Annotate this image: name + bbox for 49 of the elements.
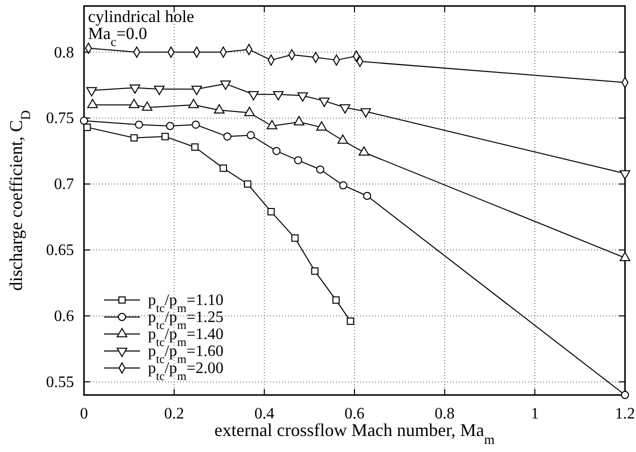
x-tick-label: 0 — [80, 405, 88, 422]
y-tick-label: 0.75 — [46, 110, 74, 128]
point — [161, 132, 169, 140]
x-tick-label: 0.4 — [254, 405, 274, 422]
point — [223, 132, 232, 141]
x-tick-label: 0.6 — [344, 405, 364, 422]
point — [154, 86, 165, 96]
point — [272, 146, 281, 156]
y-tick-label: 0.7 — [54, 176, 74, 194]
point — [267, 208, 275, 216]
point — [220, 164, 227, 172]
point — [363, 192, 372, 200]
point — [339, 181, 348, 190]
point — [332, 296, 340, 304]
point — [294, 156, 302, 164]
point — [248, 91, 259, 100]
point — [130, 84, 140, 94]
point — [244, 180, 252, 188]
point — [191, 86, 202, 96]
y-tick-label: 0.55 — [46, 374, 74, 391]
x-axis-title: external crossflow Mach number, Ma$_{m}$ — [214, 420, 496, 446]
point — [297, 92, 308, 102]
point — [340, 104, 350, 114]
point — [86, 87, 97, 96]
point — [620, 390, 630, 400]
x-tick-label: 0.2 — [164, 405, 184, 422]
point — [166, 122, 174, 130]
point — [246, 131, 255, 140]
annotation: cylindrical hole — [88, 7, 194, 26]
point — [620, 170, 630, 180]
point — [191, 143, 199, 151]
point — [346, 317, 354, 325]
point — [130, 134, 138, 142]
point — [220, 80, 231, 90]
y-tick-label: 0.65 — [46, 242, 74, 260]
point — [273, 91, 284, 100]
y-tick-label: 0.6 — [54, 308, 74, 325]
point — [291, 234, 299, 242]
point — [192, 120, 200, 129]
point — [311, 267, 318, 275]
y-tick-label: 0.8 — [54, 44, 74, 62]
point — [620, 252, 630, 262]
x-tick-label: 1.2 — [615, 405, 635, 422]
point — [360, 108, 372, 118]
point — [134, 120, 144, 129]
x-tick-label: 1 — [530, 405, 539, 422]
point — [316, 165, 324, 174]
point — [318, 98, 330, 107]
x-tick-label: 0.8 — [434, 405, 455, 422]
